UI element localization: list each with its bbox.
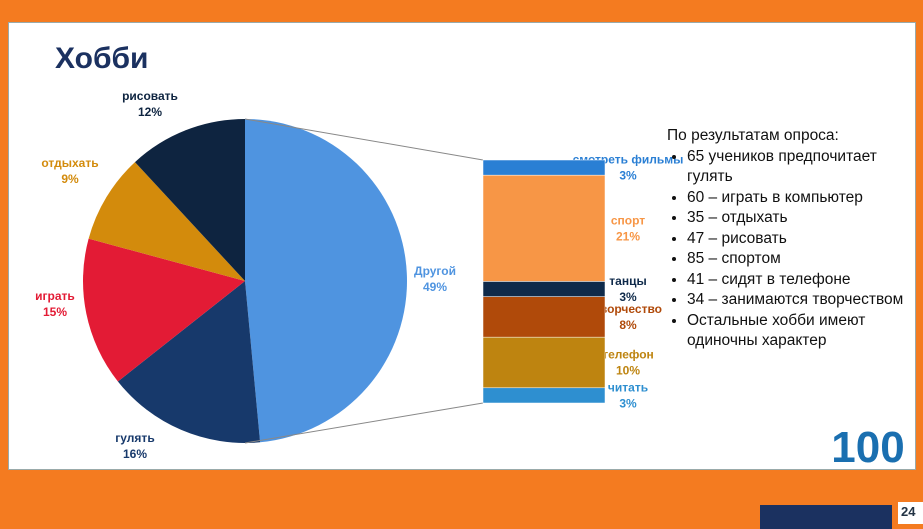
notes-heading: По результатам опроса: (667, 126, 917, 147)
slice-label: играть (35, 289, 75, 303)
bar-label: спорт (611, 213, 645, 227)
slice-value-label: 12% (138, 105, 162, 119)
bar-value-label: 10% (616, 364, 640, 378)
note-item: 65 учеников предпочитает гулять (687, 147, 917, 188)
note-item: 41 – сидят в телефоне (687, 270, 917, 291)
slice-label: Другой (414, 264, 456, 278)
logo: 100 (831, 423, 904, 472)
note-item: 47 – рисовать (687, 229, 917, 250)
bar-value-label: 3% (619, 396, 637, 410)
notes: По результатам опроса: 65 учеников предп… (667, 126, 917, 352)
note-item: 60 – играть в компьютер (687, 188, 917, 209)
note-item: 34 – занимаются творчеством (687, 290, 917, 311)
bar-segment (483, 282, 605, 297)
bar-value-label: 3% (619, 169, 637, 183)
page: {"chart_data": {"type": "pie", "title": … (0, 0, 923, 529)
bar-label: читать (608, 380, 648, 394)
slice-label: рисовать (122, 89, 178, 103)
slice-label: гулять (115, 431, 154, 445)
slice-value-label: 15% (43, 305, 67, 319)
slice-value-label: 49% (423, 280, 447, 294)
pie-slice (245, 119, 407, 442)
bar-value-label: 21% (616, 229, 640, 243)
bar-label: танцы (609, 274, 646, 288)
note-item: 85 – спортом (687, 249, 917, 270)
bar-segment (483, 337, 605, 388)
bar-label: телефон (602, 348, 654, 362)
slice-value-label: 16% (123, 447, 147, 461)
note-item: 35 – отдыхать (687, 208, 917, 229)
page-number: 24 (898, 502, 923, 524)
bar-segment (483, 388, 605, 403)
slice-value-label: 9% (61, 172, 79, 186)
note-item: Остальные хобби имеют одиночны характер (687, 311, 917, 352)
slice-label: отдыхать (41, 156, 98, 170)
bar-value-label: 8% (619, 318, 637, 332)
notes-list: 65 учеников предпочитает гулять60 – игра… (667, 147, 917, 352)
bar-segment (483, 175, 605, 281)
footer-bar (760, 505, 892, 529)
bar-segment (483, 160, 605, 175)
bar-segment (483, 297, 605, 338)
chart-title: Хобби (55, 42, 148, 75)
